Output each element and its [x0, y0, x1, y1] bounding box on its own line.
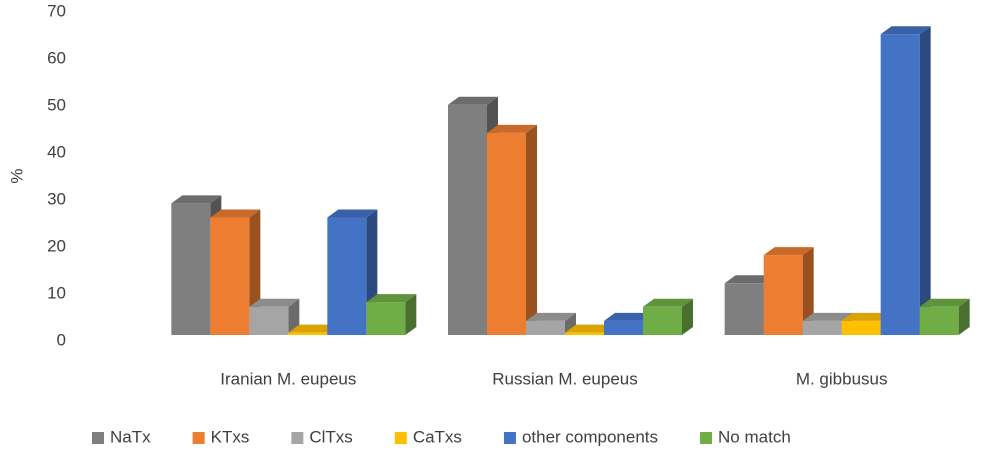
bar-top: [327, 209, 378, 218]
y-tick-label: 20: [47, 236, 66, 255]
bar-top: [643, 298, 693, 307]
bar-side: [288, 298, 300, 335]
bar: [366, 294, 417, 335]
y-tick-label: 70: [47, 1, 66, 20]
legend-label: NaTx: [110, 427, 151, 446]
y-tick-label: 10: [47, 283, 66, 302]
bar-front: [288, 332, 328, 335]
legend-swatch: [291, 432, 304, 444]
bar-top: [841, 312, 892, 321]
bar-front: [604, 320, 643, 335]
bar-top: [919, 298, 970, 307]
bar: [880, 26, 931, 335]
x-tick-label: M. gibbusus: [796, 369, 888, 388]
bar-top: [171, 195, 222, 204]
bar-front: [724, 283, 764, 335]
y-tick-label: 40: [47, 142, 66, 161]
bar: [919, 298, 970, 335]
legend-swatch: [503, 432, 516, 444]
y-tick-label: 0: [57, 330, 66, 349]
bar-side: [526, 124, 537, 336]
bar: [249, 298, 300, 335]
legend-swatch: [192, 432, 205, 444]
bar-top: [249, 298, 300, 307]
bar-top: [565, 324, 615, 333]
legend-label: No match: [718, 427, 791, 446]
bar-front: [802, 320, 842, 335]
bar-side: [682, 298, 693, 335]
bar: [210, 209, 261, 335]
bar-top: [448, 96, 498, 105]
y-axis-label: %: [7, 168, 26, 183]
bar-top: [526, 312, 576, 321]
y-tick-label: 30: [47, 189, 66, 208]
bar-top: [880, 26, 931, 35]
bar: [487, 124, 537, 336]
bar-top: [763, 247, 814, 256]
legend-label: CaTxs: [413, 427, 462, 446]
bar-front: [763, 255, 803, 335]
bar-side: [565, 312, 576, 335]
bar-top: [802, 312, 853, 321]
bar-front: [919, 306, 959, 335]
bar-front: [327, 217, 367, 335]
y-tick-label: 60: [47, 48, 66, 67]
bar-side: [802, 247, 814, 335]
y-tick-label: 50: [47, 95, 66, 114]
bar-top: [366, 294, 417, 303]
bar-side: [919, 26, 931, 335]
bar-front: [487, 132, 526, 335]
bar-front: [210, 217, 250, 335]
legend-label: other components: [522, 427, 658, 446]
bar-front: [643, 306, 682, 335]
bar-front: [565, 332, 604, 335]
bar: [526, 312, 576, 335]
legend-swatch: [700, 432, 713, 444]
bar-top: [724, 275, 775, 284]
bar-front: [526, 320, 565, 335]
bar-front: [249, 306, 289, 335]
bar: [643, 298, 693, 335]
bar-front: [366, 302, 406, 335]
legend-swatch: [394, 432, 407, 444]
bar-front: [448, 104, 487, 335]
bar-side: [958, 298, 970, 335]
bar-top: [604, 312, 654, 321]
bar: [763, 247, 814, 335]
bar-top: [210, 209, 261, 218]
bar-top: [288, 324, 339, 333]
bar-front: [880, 34, 920, 335]
bar-front: [841, 320, 881, 335]
legend-swatch: [92, 432, 104, 444]
x-tick-label: Iranian M. eupeus: [220, 369, 356, 388]
bar-front: [171, 203, 211, 335]
bar-side: [405, 294, 417, 335]
bar-top: [487, 124, 537, 133]
legend-label: ClTxs: [309, 427, 352, 446]
x-tick-label: Russian M. eupeus: [492, 369, 638, 388]
legend-label: KTxs: [211, 427, 250, 446]
